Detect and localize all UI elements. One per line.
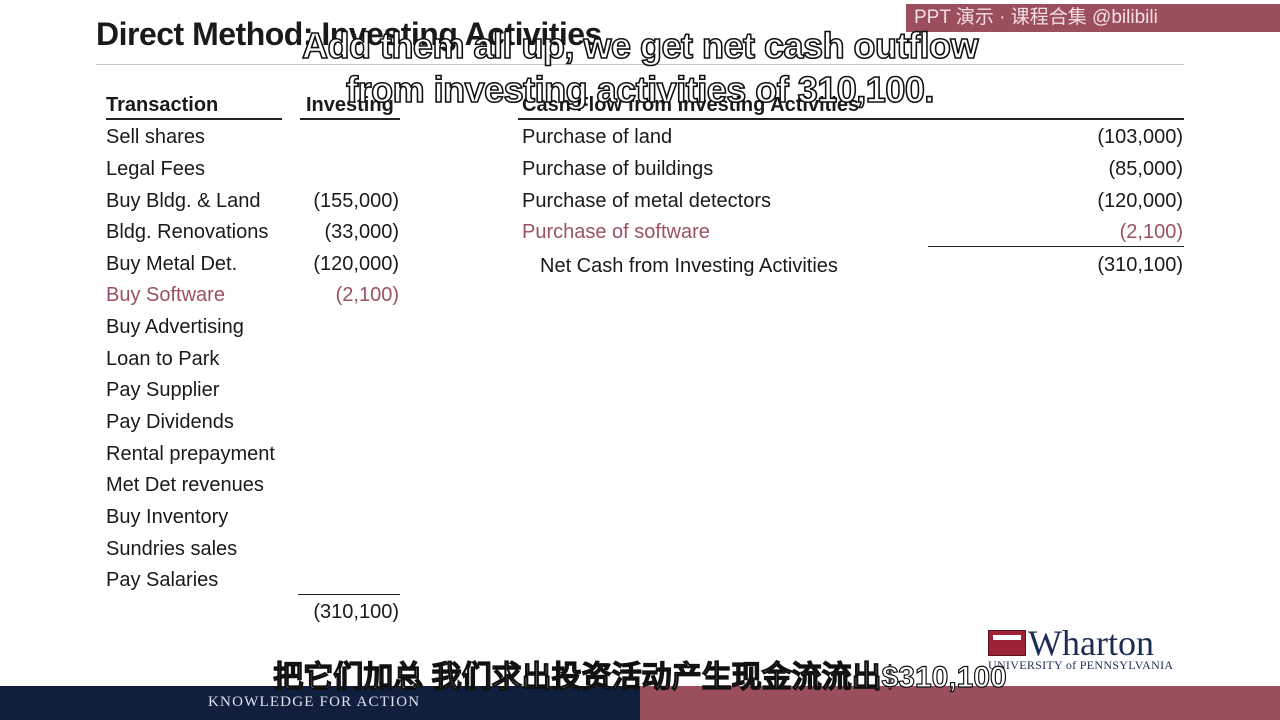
net-cash-label: Net Cash from Investing Activities bbox=[540, 255, 838, 277]
header-rule-transaction bbox=[106, 118, 282, 120]
cf-amount-highlight: (2,100) bbox=[1119, 221, 1183, 243]
txn-amount: (120,000) bbox=[313, 253, 399, 275]
watermark: PPT 演示 · 课程合集 @bilibili bbox=[906, 4, 1280, 32]
footer-bar-right bbox=[640, 686, 1280, 720]
cf-label: Purchase of metal detectors bbox=[522, 190, 772, 212]
cf-label: Purchase of land bbox=[522, 126, 673, 148]
txn-label: Pay Supplier bbox=[106, 379, 220, 401]
net-cash-amount: (310,100) bbox=[1097, 254, 1183, 276]
txn-amount-highlight: (2,100) bbox=[335, 284, 399, 306]
txn-label: Sundries sales bbox=[106, 538, 238, 560]
header-rule-cash-flow bbox=[518, 118, 1184, 120]
cf-amount: (120,000) bbox=[1097, 190, 1183, 212]
title-rule bbox=[96, 64, 1184, 65]
caption-chinese: 把它们加总 我们求出投资活动产生现金流流出$310,100 bbox=[273, 660, 1008, 694]
txn-amount: (155,000) bbox=[313, 190, 399, 212]
txn-label: Buy Inventory bbox=[106, 506, 229, 528]
txn-label: Pay Dividends bbox=[106, 411, 234, 433]
txn-label: Buy Bldg. & Land bbox=[106, 190, 261, 212]
txn-label: Sell shares bbox=[106, 126, 205, 148]
cf-label: Purchase of buildings bbox=[522, 158, 714, 180]
txn-label: Buy Metal Det. bbox=[106, 253, 238, 275]
txn-label: Rental prepayment bbox=[106, 443, 275, 465]
txn-label: Buy Advertising bbox=[106, 316, 244, 338]
footer-bar-left: KNOWLEDGE FOR ACTION bbox=[0, 686, 640, 720]
cf-amount: (85,000) bbox=[1108, 158, 1184, 180]
slide-title: Direct Method: Investing Activities bbox=[96, 16, 602, 52]
txn-label: Legal Fees bbox=[106, 158, 205, 180]
shield-icon bbox=[988, 630, 1026, 656]
header-cash-flow: Cash Flow from Investing Activities bbox=[522, 94, 860, 116]
logo-wordmark: Wharton bbox=[1028, 623, 1154, 663]
txn-label: Pay Salaries bbox=[106, 569, 219, 591]
caption-english: Add them all up, we get net cash outflow… bbox=[301, 24, 979, 111]
txn-amount: (33,000) bbox=[324, 221, 400, 243]
header-rule-investing bbox=[300, 118, 400, 120]
txn-label: Bldg. Renovations bbox=[106, 221, 269, 243]
header-investing: Investing bbox=[306, 94, 394, 116]
left-total-rule bbox=[298, 594, 400, 595]
txn-label: Met Det revenues bbox=[106, 474, 264, 496]
cf-amount: (103,000) bbox=[1097, 126, 1183, 148]
left-total: (310,100) bbox=[313, 601, 399, 623]
logo-subtitle: UNIVERSITY of PENNSYLVANIA bbox=[988, 658, 1174, 672]
right-total-rule bbox=[928, 246, 1184, 247]
cf-label-highlight: Purchase of software bbox=[522, 221, 710, 243]
txn-label-highlight: Buy Software bbox=[106, 284, 225, 306]
footer-tagline: KNOWLEDGE FOR ACTION bbox=[208, 694, 421, 710]
header-transaction: Transaction bbox=[106, 94, 219, 116]
wharton-logo: Wharton UNIVERSITY of PENNSYLVANIA bbox=[988, 623, 1188, 672]
txn-label: Loan to Park bbox=[106, 348, 220, 370]
